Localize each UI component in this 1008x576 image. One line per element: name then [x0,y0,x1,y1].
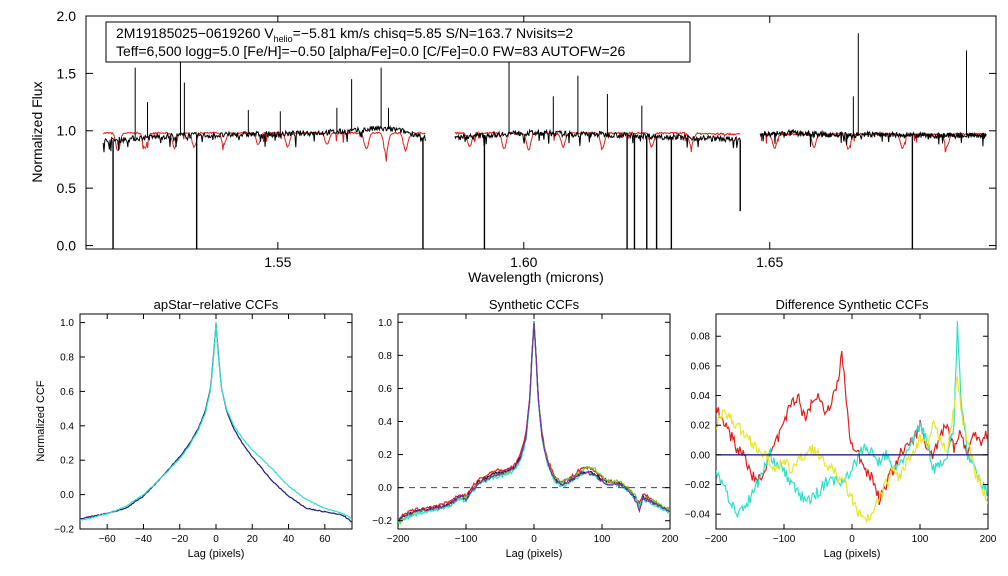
x-tick-label: 1.65 [756,254,783,270]
y-tick-label: 0.02 [691,421,711,432]
annotation-line1-a: 2M19185025−0619260 V [116,25,274,41]
x-tick-label: −60 [99,534,116,545]
ccf3-plot-area [716,321,988,524]
x-tick-label: −100 [773,534,796,545]
annotation-line-2: Teff=6,500 logg=5.0 [Fe/H]=−0.50 [alpha/… [116,43,625,59]
ccf-series-diff-3 [716,376,988,524]
ccf3-panel: −200 −100 0 100 200 −0.04 −0.02 0.00 0.02 0.04 0.0… [685,297,997,560]
x-tick-label: −200 [705,534,728,545]
y-tick-label: 0.00 [691,450,711,461]
x-tick-label: 1.55 [264,254,291,270]
x-tick-label: 100 [912,534,929,545]
y-tick-label: 0.2 [378,450,392,461]
x-tick-label: 1.60 [510,254,537,270]
y-tick-label: 0.04 [691,391,711,402]
spectrum-frame [85,15,997,250]
y-tick-label: 0.0 [378,483,392,494]
ccf2-plot-area [398,321,670,526]
x-tick-label: 40 [283,534,295,545]
y-tick-label: −0.02 [685,480,711,491]
spectrum-panel: 1.55 1.60 1.65 0.0 0.5 1.0 1.5 2.0 Wavelength (… [29,8,997,285]
ccf-series-visit-1 [80,322,352,523]
ccf-series-visit-4 [398,323,670,521]
x-tick-label: 20 [247,534,259,545]
ccf-series-diff-1 [716,351,988,506]
x-tick-label: 0 [213,534,219,545]
ccf2-title: Synthetic CCFs [489,297,580,312]
ccf1-frame [79,313,353,530]
annotation-line-1: 2M19185025−0619260 Vhelio=−5.81 km/s chi… [116,25,573,44]
x-tick-label: −20 [171,534,188,545]
y-tick-label: 0.5 [57,180,77,196]
y-tick-label: 0.6 [378,384,392,395]
ccf1-plot-area [80,322,352,523]
y-tick-label: 0.6 [60,387,74,398]
ccf-series-visit-2 [398,321,670,526]
y-tick-label: 0.8 [60,353,74,364]
y-tick-label: 1.5 [57,65,77,81]
observed-spectrum-line [454,128,741,149]
ccf2-axes: −200 −100 0 100 200 −0.2 0.0 0.2 0.4 0.6 0.8 1.0 [372,314,679,545]
spectrum-xlabel: Wavelength (microns) [468,269,604,285]
y-tick-label: −0.2 [54,525,74,536]
annotation-line1-sub: helio [274,34,293,44]
ccf3-axes: −200 −100 0 100 200 −0.04 −0.02 0.00 0.02 0.04 0.0… [685,314,997,545]
y-tick-label: −0.2 [372,516,392,527]
model-spectrum-line [454,130,741,153]
annotation-line1-b: =−5.81 km/s chisq=5.85 S/N=163.7 Nvisits… [293,25,574,41]
y-tick-label: 0.2 [60,456,74,467]
ccf1-panel: −60 −40 −20 0 20 40 60 −0.2 0.0 0.2 0.4 0.6 0.8 1.0 a… [35,297,353,560]
y-tick-label: 0.0 [60,490,74,501]
x-tick-label: 0 [531,534,537,545]
ccf1-ylabel: Normalized CCF [35,380,47,462]
spectrum-plot-area [102,33,987,249]
spectrum-annotation-box: 2M19185025−0619260 Vhelio=−5.81 km/s chi… [105,21,691,63]
x-tick-label: 200 [662,534,679,545]
y-tick-label: 1.0 [57,123,77,139]
y-tick-label: 0.8 [378,351,392,362]
ccf-series-diff-2 [716,321,988,518]
y-tick-label: 1.0 [60,318,74,329]
ccf1-title: apStar−relative CCFs [154,297,279,312]
observed-spectrum-line [759,128,987,147]
y-tick-label: 1.0 [378,318,392,329]
observed-spectrum-line [102,124,426,153]
ccf1-axes: −60 −40 −20 0 20 40 60 −0.2 0.0 0.2 0.4 0.6 0.8 1.0 [54,314,352,545]
spectrum-ylabel: Normalized Flux [29,81,45,182]
ccf-series-visit-2 [80,322,352,521]
x-tick-label: 0 [849,534,855,545]
x-tick-label: 60 [319,534,331,545]
model-spectrum-line [102,130,426,162]
x-tick-label: 100 [594,534,611,545]
y-tick-label: 0.0 [57,237,77,253]
y-tick-label: 0.06 [691,361,711,372]
y-tick-label: 0.08 [691,332,711,343]
x-tick-label: −100 [455,534,478,545]
ccf1-xlabel: Lag (pixels) [188,548,245,560]
spectrum-axes: 1.55 1.60 1.65 0.0 0.5 1.0 1.5 2.0 [57,8,996,270]
ccf3-xlabel: Lag (pixels) [824,548,881,560]
x-tick-label: −200 [387,534,410,545]
ccf-series-visit-3 [398,321,670,523]
x-tick-label: −40 [135,534,152,545]
y-tick-label: −0.04 [685,510,711,521]
y-tick-label: 2.0 [57,8,77,24]
y-tick-label: 0.4 [60,421,74,432]
ccf3-title: Difference Synthetic CCFs [776,297,929,312]
ccf2-xlabel: Lag (pixels) [506,548,563,560]
x-tick-label: 200 [980,534,997,545]
y-tick-label: 0.4 [378,417,392,428]
annotation-frame [105,21,691,63]
ccf2-frame [397,313,671,530]
ccf2-panel: −200 −100 0 100 200 −0.2 0.0 0.2 0.4 0.6 0.8 1.0 Sy… [372,297,679,560]
